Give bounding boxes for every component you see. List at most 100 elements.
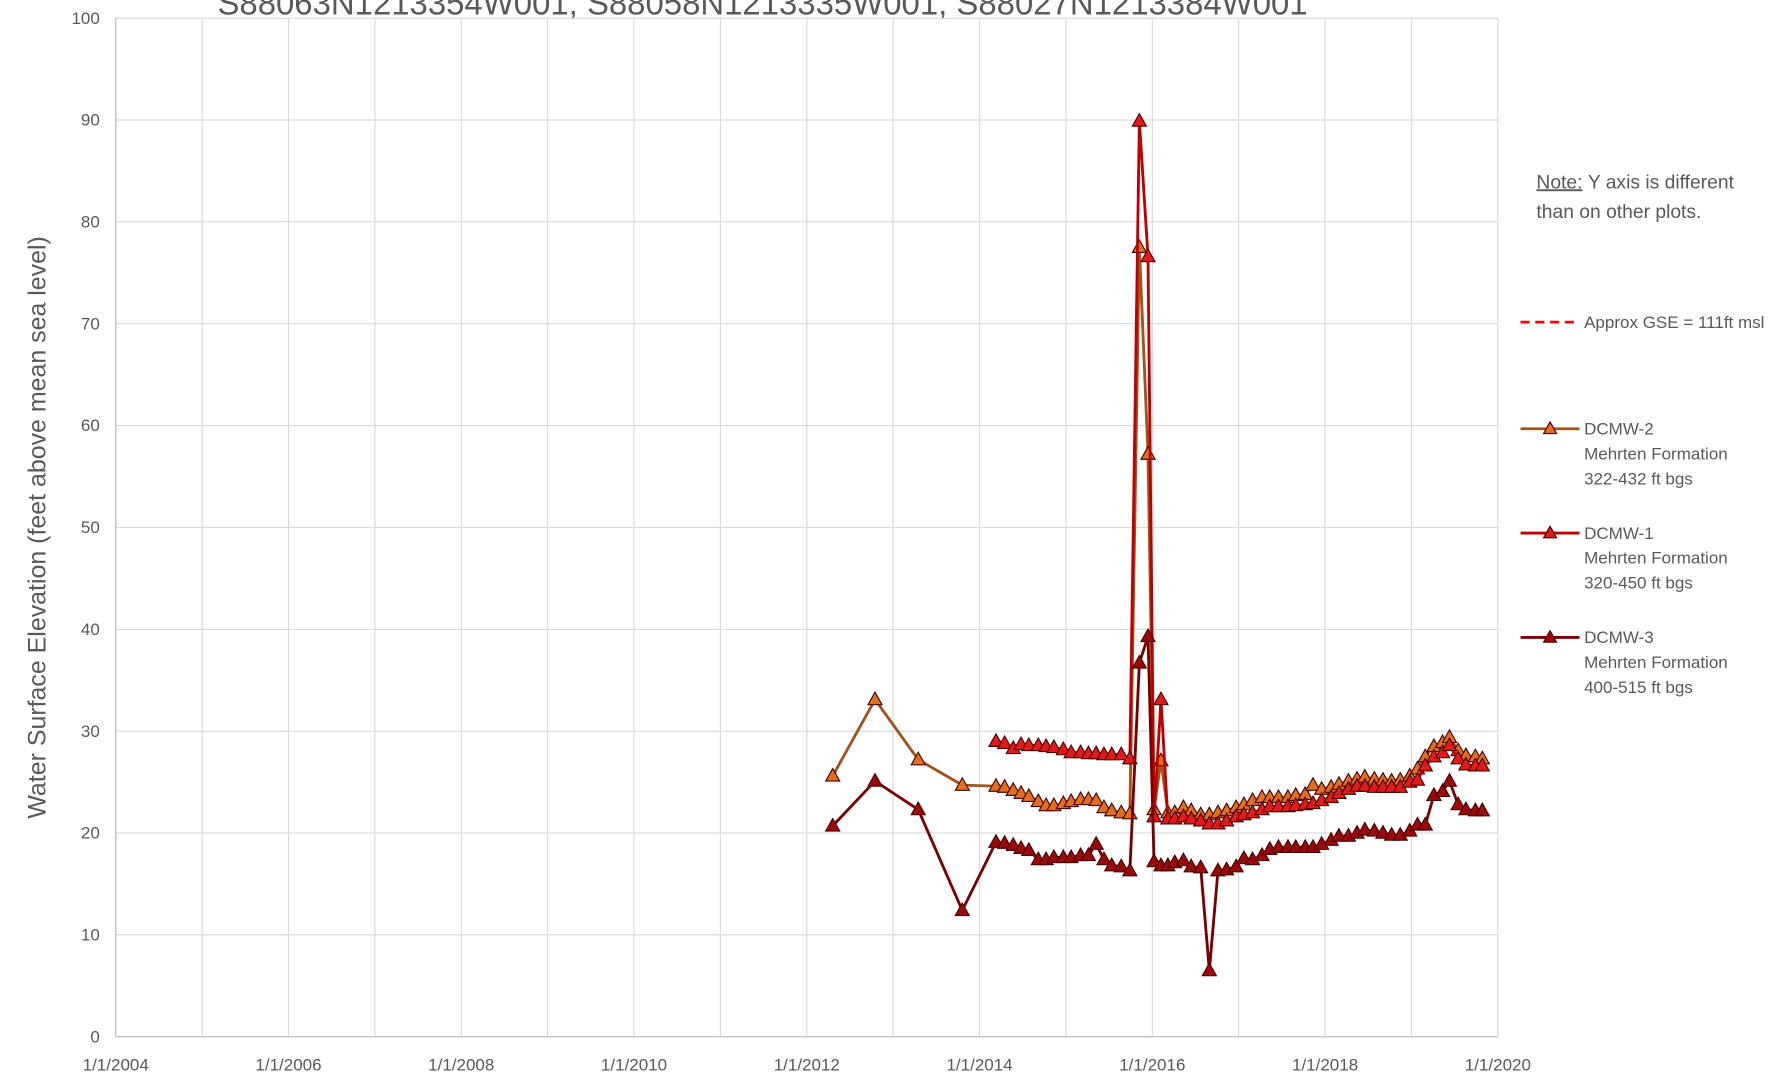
data-point — [954, 901, 971, 917]
x-tick-label: 1/1/2016 — [1119, 1056, 1185, 1073]
chart-title: S88063N1213354W001, S88058N1213335W001, … — [217, 0, 1307, 22]
data-point — [996, 834, 1013, 849]
data-point — [1103, 746, 1120, 761]
data-point — [1013, 784, 1030, 799]
data-point — [824, 817, 841, 832]
data-point — [1152, 691, 1169, 706]
data-point — [1020, 841, 1037, 857]
data-point — [1434, 743, 1451, 759]
data-point — [1474, 802, 1491, 817]
data-point — [988, 732, 1004, 748]
data-point — [1434, 782, 1451, 797]
legend-marker — [1542, 420, 1558, 435]
legend-description: 322-432 ft bgs — [1584, 469, 1693, 488]
y-axis-label: Water Surface Elevation (feet above mean… — [23, 236, 51, 819]
data-point — [1417, 757, 1434, 772]
data-point — [1183, 858, 1200, 873]
data-point — [1450, 750, 1467, 765]
data-point — [1020, 736, 1037, 752]
data-point — [1045, 848, 1062, 864]
data-point — [1374, 824, 1391, 839]
data-point — [996, 778, 1013, 793]
data-point — [1020, 787, 1037, 803]
y-tick-label: 0 — [90, 1027, 99, 1046]
x-tick-label: 1/1/2014 — [946, 1056, 1012, 1073]
data-point — [1457, 801, 1474, 816]
data-point — [867, 772, 884, 787]
data-point — [1131, 238, 1148, 254]
plot-area — [824, 112, 1491, 977]
data-point — [1045, 738, 1062, 754]
note-label: Note: — [1536, 172, 1582, 193]
x-tick-label: 1/1/2006 — [255, 1056, 321, 1073]
data-point — [1287, 838, 1304, 853]
x-tick-label: 1/1/2012 — [774, 1056, 840, 1073]
grid: 0 10 20 30 40 50 60 70 80 90 100 1/1/2004 1/1/2006 1/… — [71, 9, 1530, 1073]
series-line — [831, 245, 1483, 817]
legend-description: 400-515 ft bgs — [1584, 678, 1693, 697]
data-point — [1175, 851, 1192, 867]
legend-marker — [1542, 525, 1558, 539]
y-tick-label: 40 — [81, 620, 100, 639]
data-point — [1131, 112, 1148, 127]
data-point — [910, 751, 927, 766]
x-tick-label: 1/1/2004 — [83, 1056, 149, 1073]
data-point — [1063, 743, 1080, 759]
legend-description: Mehrten Formation — [1584, 444, 1728, 463]
data-point — [1192, 859, 1209, 874]
data-point — [1140, 247, 1156, 263]
data-point — [1103, 802, 1120, 817]
y-tick-label: 60 — [81, 416, 100, 435]
y-tick-label: 30 — [81, 722, 100, 741]
series-line — [831, 634, 1483, 972]
data-point — [1121, 750, 1138, 765]
data-point — [1088, 835, 1105, 850]
data-point — [867, 691, 884, 706]
legend-marker — [1542, 629, 1558, 643]
note-text: than on other plots. — [1536, 202, 1701, 223]
x-tick-label: 1/1/2008 — [428, 1056, 494, 1073]
y-tick-label: 80 — [81, 213, 100, 232]
y-tick-label: 70 — [81, 314, 100, 333]
data-point — [824, 767, 841, 782]
data-point — [1441, 772, 1458, 787]
y-tick-label: 20 — [81, 824, 100, 843]
data-point — [1457, 756, 1474, 771]
data-point — [1270, 838, 1287, 853]
legend-label: Approx GSE = 111ft msl — [1584, 313, 1764, 332]
data-point — [1080, 846, 1097, 862]
data-point — [1095, 850, 1112, 866]
data-point — [1356, 777, 1373, 792]
legend-description: 320-450 ft bgs — [1584, 574, 1693, 593]
data-point — [1113, 746, 1130, 761]
data-point — [1441, 736, 1458, 752]
note: Note: Y axis is different — [1536, 172, 1734, 193]
data-point — [1330, 827, 1347, 842]
data-point — [954, 776, 971, 791]
x-tick-label: 1/1/2020 — [1465, 1056, 1531, 1073]
data-point — [1030, 792, 1047, 808]
data-point — [1270, 797, 1287, 813]
data-point — [1366, 822, 1383, 837]
data-point — [1140, 445, 1156, 460]
y-tick-label: 90 — [81, 111, 100, 130]
data-point — [1183, 810, 1200, 825]
data-point — [1228, 858, 1245, 873]
data-point — [1113, 858, 1130, 873]
data-point — [910, 801, 927, 816]
data-point — [1005, 836, 1022, 851]
data-point — [1305, 776, 1321, 791]
data-point — [1450, 795, 1467, 811]
data-point — [1131, 654, 1148, 669]
x-tick-label: 1/1/2018 — [1292, 1056, 1358, 1073]
y-tick-label: 50 — [81, 518, 100, 537]
data-point — [1417, 816, 1434, 831]
data-point — [1409, 771, 1426, 786]
data-point — [1121, 862, 1138, 877]
data-point — [1055, 740, 1072, 756]
y-tick-label: 100 — [71, 9, 99, 28]
x-tick-label: 1/1/2010 — [601, 1056, 667, 1073]
data-point — [1140, 627, 1156, 643]
